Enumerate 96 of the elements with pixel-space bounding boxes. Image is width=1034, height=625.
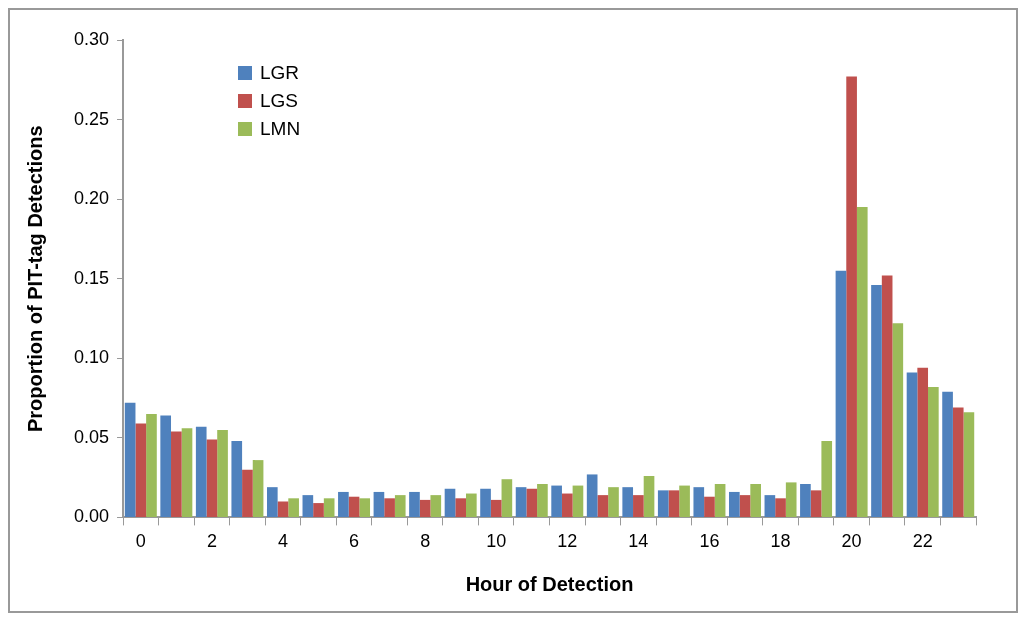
bar — [373, 491, 385, 517]
bar — [171, 431, 182, 517]
bar — [480, 488, 491, 517]
bar — [586, 474, 598, 517]
x-tick-label: 22 — [912, 531, 933, 552]
bar — [409, 491, 420, 517]
bar — [963, 412, 975, 517]
bar — [572, 485, 584, 517]
bar — [775, 498, 786, 517]
bar — [597, 495, 609, 517]
bar — [501, 479, 513, 517]
bar — [277, 501, 289, 517]
bar — [764, 495, 776, 517]
bar — [323, 498, 335, 517]
bar — [252, 460, 264, 517]
bar — [714, 483, 726, 517]
bar — [750, 483, 761, 517]
y-tick-label: 0.10 — [73, 347, 110, 368]
bar — [394, 495, 406, 517]
y-axis-title: Proportion of PIT-tag Detections — [23, 125, 46, 433]
bar — [313, 503, 324, 517]
bar — [846, 76, 857, 517]
bar — [881, 275, 893, 517]
bar — [551, 485, 562, 517]
bar — [561, 493, 573, 517]
x-tick-label: 6 — [349, 531, 360, 552]
bar — [384, 498, 395, 517]
bar — [928, 386, 939, 517]
x-axis-title: Hour of Detection — [465, 572, 634, 595]
x-tick-label: 10 — [486, 531, 507, 552]
x-tick-label: 8 — [420, 531, 431, 552]
bar — [952, 407, 964, 517]
bar — [608, 487, 619, 517]
x-tick-label: 0 — [135, 531, 146, 552]
bar — [693, 487, 705, 517]
y-tick-label: 0.00 — [73, 506, 110, 527]
y-tick-label: 0.20 — [73, 188, 110, 209]
x-tick-label: 16 — [699, 531, 720, 552]
bar — [622, 487, 634, 517]
bar — [515, 487, 527, 517]
bar — [526, 488, 538, 517]
x-tick-label: 4 — [277, 531, 288, 552]
bar — [146, 413, 157, 517]
bar — [917, 367, 929, 517]
bar — [643, 476, 655, 517]
x-tick-label: 18 — [770, 531, 791, 552]
legend-label: LGR — [260, 62, 300, 84]
x-tick-label: 14 — [628, 531, 649, 552]
bar — [490, 499, 502, 517]
bar — [810, 490, 822, 517]
bar — [729, 491, 740, 517]
bar — [206, 439, 218, 517]
bar — [892, 323, 904, 517]
bar — [704, 496, 715, 517]
bar — [856, 207, 868, 517]
bar — [338, 491, 349, 517]
bar — [633, 495, 644, 517]
bar — [679, 485, 690, 517]
bar — [181, 428, 193, 517]
x-tick-label: 2 — [206, 531, 217, 552]
bar — [160, 415, 172, 517]
legend-label: LMN — [260, 118, 301, 140]
bar — [668, 490, 680, 517]
bar — [419, 499, 431, 517]
bar — [821, 441, 833, 517]
bar — [359, 498, 371, 517]
bar — [231, 441, 243, 517]
bar — [466, 493, 477, 517]
bar — [124, 402, 136, 517]
bar — [266, 487, 278, 517]
bar — [242, 469, 253, 517]
bar — [942, 391, 953, 517]
x-tick-label: 20 — [841, 531, 862, 552]
legend-label: LGS — [260, 90, 299, 112]
bar — [348, 496, 360, 517]
bar — [800, 483, 811, 517]
y-tick-label: 0.15 — [73, 267, 110, 288]
bar — [657, 490, 669, 517]
y-tick-label: 0.30 — [73, 28, 110, 49]
bar — [739, 495, 751, 517]
bar — [217, 429, 228, 517]
bar — [302, 495, 314, 517]
y-tick-label: 0.05 — [73, 426, 110, 447]
bar — [430, 495, 442, 517]
bar — [785, 482, 797, 517]
bar — [835, 270, 847, 517]
y-tick-label: 0.25 — [73, 108, 110, 129]
x-tick-label: 12 — [557, 531, 578, 552]
bar — [135, 423, 147, 517]
bar — [537, 483, 548, 517]
bar — [906, 372, 918, 517]
bar — [871, 285, 882, 517]
bar — [288, 498, 299, 517]
bar — [444, 488, 456, 517]
bar — [195, 426, 207, 517]
bar — [455, 498, 466, 517]
